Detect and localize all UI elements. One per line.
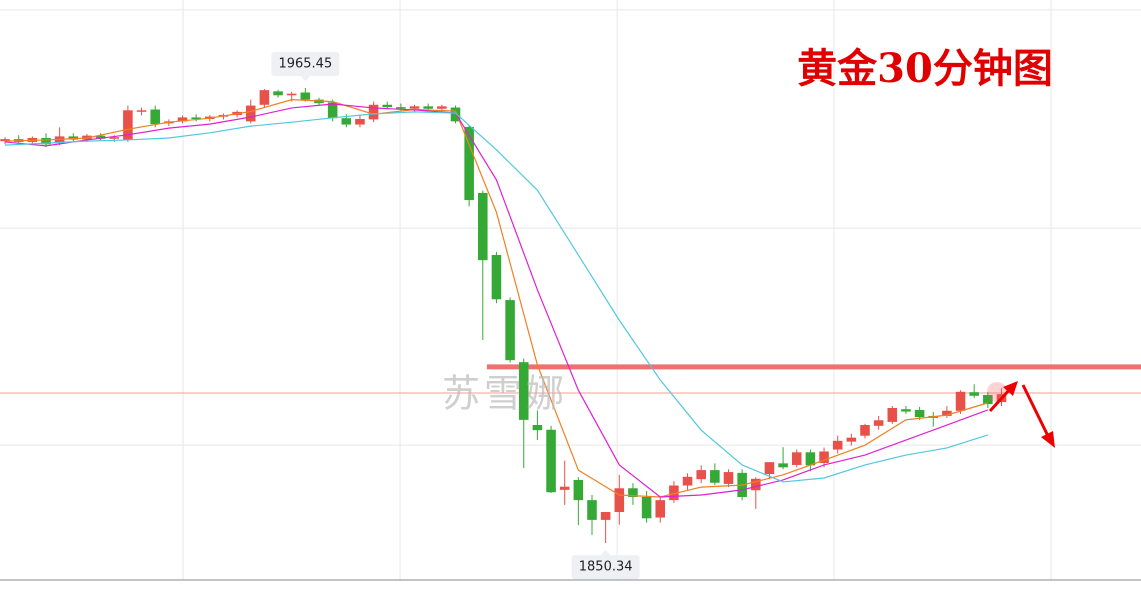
candle-body [791, 452, 802, 465]
candle-body [136, 110, 147, 112]
candle-body [464, 126, 474, 201]
callout-pointer [600, 550, 611, 556]
candle-body [300, 92, 311, 100]
candle-body [942, 410, 952, 416]
candle-body [95, 135, 106, 139]
candle-body [341, 118, 352, 125]
candle-body [177, 117, 188, 122]
candle-body [245, 105, 256, 122]
candle-body [682, 476, 693, 486]
price-callout: 1965.45 [271, 51, 340, 81]
candle-body [573, 479, 584, 501]
candle-body [355, 119, 365, 125]
candle-body [669, 485, 679, 501]
candle-body [614, 488, 625, 512]
arrow-up [988, 386, 1013, 413]
candle-body [778, 463, 788, 468]
candle-body [546, 429, 556, 493]
ma-line [5, 111, 989, 483]
candle-body [505, 300, 515, 361]
candle-body [764, 462, 775, 475]
candle-body [382, 104, 393, 108]
callout-pointer [300, 75, 311, 81]
candle-body [628, 488, 638, 497]
candle-body [969, 392, 979, 396]
candle-body [68, 136, 79, 140]
candle-body [150, 109, 160, 125]
candle-body [450, 107, 461, 122]
candle-body [491, 255, 502, 300]
candle-body [600, 511, 611, 520]
candle-body [655, 500, 666, 518]
candle-body [109, 137, 120, 139]
candle-body [273, 91, 283, 96]
candle-body [396, 107, 406, 109]
arrows [987, 381, 1055, 448]
candle-body [901, 409, 911, 412]
callout-box [571, 555, 640, 580]
candle-body [191, 117, 201, 120]
candle-body [873, 420, 884, 426]
candle-body [259, 90, 270, 105]
candle-body [723, 472, 734, 484]
candle-body [860, 425, 870, 436]
candle-body [696, 470, 706, 480]
ma-line [5, 99, 989, 498]
candle-body [955, 391, 966, 411]
candle-body [532, 425, 543, 431]
candle-body [327, 102, 338, 119]
callout-box [271, 51, 340, 76]
arrow-head [1041, 431, 1055, 448]
watermark: 苏雪娜 [442, 372, 568, 416]
candle-body [123, 110, 133, 140]
arrow-head [1003, 381, 1018, 396]
candle-body [423, 106, 433, 109]
candle-body [0, 139, 10, 142]
candle-body [819, 451, 829, 463]
candle-body [409, 106, 420, 109]
candle-body [983, 394, 993, 405]
candle-body [832, 440, 843, 450]
candle-body [518, 362, 529, 420]
candle-body [478, 192, 488, 261]
ma-line [4, 103, 989, 498]
candle-body [286, 93, 297, 96]
candle-body [846, 437, 857, 442]
candle-body [710, 470, 720, 483]
candle-body [641, 496, 652, 519]
candle-body [437, 106, 447, 109]
candle-body [887, 408, 898, 422]
glow [987, 382, 1007, 402]
candle-body [914, 409, 925, 418]
candle-body [559, 486, 570, 490]
callout-label: 1965.45 [278, 56, 332, 71]
candle-body [368, 104, 379, 120]
callout-label: 1850.34 [579, 560, 633, 575]
arrow-down [1021, 384, 1050, 437]
chart-title: 黄金30分钟图 [797, 45, 1053, 92]
candle-body [41, 137, 51, 145]
candle-body [805, 452, 816, 466]
price-callout: 1850.34 [571, 550, 640, 580]
candle-body [751, 478, 761, 491]
candle-body [587, 500, 597, 520]
